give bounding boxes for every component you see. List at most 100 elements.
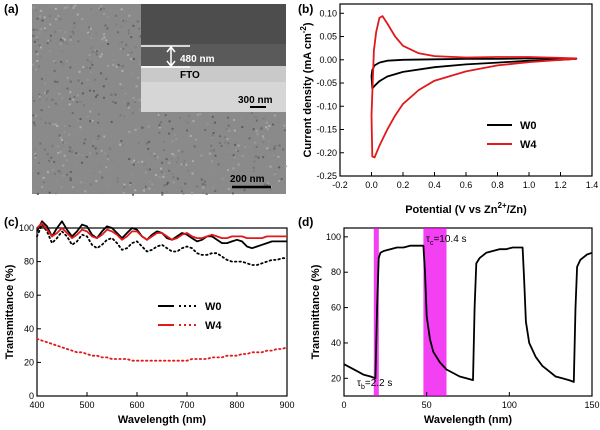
plot-c-xtick-label: 400 bbox=[29, 400, 44, 410]
sem-grain bbox=[38, 93, 41, 96]
sem-grain bbox=[73, 96, 76, 99]
sem-grain bbox=[132, 163, 135, 166]
sem-grain bbox=[119, 137, 122, 140]
sem-grain bbox=[262, 135, 265, 138]
sem-grain bbox=[127, 53, 130, 56]
sem-grain bbox=[277, 155, 280, 158]
sem-grain bbox=[186, 121, 189, 124]
sem-grain bbox=[234, 143, 237, 146]
sem-grain bbox=[100, 53, 103, 56]
sem-grain bbox=[252, 128, 255, 131]
sem-grain bbox=[147, 147, 150, 150]
sem-grain bbox=[127, 102, 130, 105]
plot-b-xtick-label: 0.6 bbox=[460, 180, 473, 190]
sem-grain bbox=[120, 25, 123, 28]
sem-grain bbox=[183, 159, 186, 162]
sem-grain bbox=[69, 91, 72, 94]
sem-grain bbox=[124, 20, 127, 23]
sem-grain bbox=[68, 5, 71, 8]
sem-grain bbox=[93, 103, 96, 106]
sem-grain bbox=[62, 174, 65, 177]
sem-grain bbox=[200, 178, 203, 181]
sem-grain bbox=[99, 55, 102, 58]
plot-d-xtick-label: 150 bbox=[584, 400, 599, 410]
sem-grain bbox=[162, 175, 165, 178]
plot-d-xlabel: Wavelength (nm) bbox=[424, 414, 513, 426]
plot-b-ytick-label: 0.05 bbox=[319, 32, 337, 42]
sem-grain bbox=[46, 171, 49, 174]
sem-grain bbox=[39, 98, 42, 101]
sem-grain bbox=[158, 176, 161, 179]
sem-grain bbox=[117, 63, 120, 66]
sem-grain bbox=[191, 192, 193, 195]
sem-grain bbox=[116, 180, 119, 183]
sem-grain bbox=[112, 59, 115, 62]
sem-texture bbox=[32, 4, 287, 196]
sem-grain bbox=[91, 119, 94, 122]
sem-grain bbox=[62, 61, 65, 63]
sem-grain bbox=[159, 121, 162, 124]
sem-grain bbox=[86, 151, 89, 154]
sem-grain bbox=[58, 92, 61, 95]
sem-grain bbox=[65, 42, 68, 45]
scale-bar-label: 200 nm bbox=[230, 174, 265, 185]
plot-b-xtick-label: -0.2 bbox=[332, 180, 348, 190]
sem-grain bbox=[103, 33, 106, 36]
sem-grain bbox=[62, 37, 65, 39]
sem-grain bbox=[241, 126, 244, 128]
sem-grain bbox=[65, 60, 68, 63]
sem-grain bbox=[89, 183, 92, 186]
sem-grain bbox=[40, 46, 42, 49]
sem-grain bbox=[44, 91, 46, 94]
sem-grain bbox=[62, 141, 65, 144]
sem-grain bbox=[263, 179, 266, 182]
sem-grain bbox=[273, 145, 276, 148]
sem-grain bbox=[132, 96, 135, 99]
sem-grain bbox=[39, 15, 41, 18]
plot-c-ylabel: Transmittance (%) bbox=[4, 264, 16, 359]
sem-grain bbox=[47, 39, 50, 42]
sem-grain bbox=[59, 18, 62, 21]
sem-grain bbox=[232, 192, 234, 195]
sem-grain bbox=[262, 141, 265, 143]
sem-grain bbox=[278, 166, 281, 169]
sem-grain bbox=[125, 43, 128, 46]
sem-grain bbox=[158, 124, 161, 127]
sem-grain bbox=[106, 64, 109, 67]
sem-grain bbox=[35, 28, 38, 31]
sem-grain bbox=[66, 173, 68, 176]
sem-grain bbox=[53, 80, 56, 83]
sem-grain bbox=[177, 149, 180, 152]
sem-grain bbox=[71, 112, 74, 115]
panel-b-label: (b) bbox=[298, 2, 313, 16]
sem-grain bbox=[134, 99, 137, 102]
sem-grain bbox=[32, 114, 35, 117]
sem-grain bbox=[81, 161, 83, 164]
sem-grain bbox=[92, 145, 95, 148]
sem-grain bbox=[112, 63, 115, 66]
sem-grain bbox=[72, 186, 75, 189]
sem-grain bbox=[105, 77, 108, 80]
sem-grain bbox=[175, 161, 178, 164]
sem-grain bbox=[158, 126, 161, 129]
sem-grain bbox=[107, 155, 110, 158]
sem-grain bbox=[273, 114, 276, 117]
sem-grain bbox=[59, 136, 62, 139]
sem-grain bbox=[134, 46, 137, 49]
sem-grain bbox=[118, 42, 121, 45]
sem-grain bbox=[244, 146, 247, 148]
sem-grain bbox=[46, 42, 49, 45]
sem-grain bbox=[32, 121, 35, 124]
sem-grain bbox=[192, 120, 195, 123]
sem-grain bbox=[64, 31, 67, 34]
sem-grain bbox=[120, 41, 123, 44]
sem-grain bbox=[43, 148, 46, 151]
legend-w0-label: W0 bbox=[520, 120, 537, 132]
sem-grain bbox=[54, 30, 57, 33]
sem-grain bbox=[48, 159, 51, 162]
sem-grain bbox=[59, 38, 62, 41]
sem-grain bbox=[36, 36, 38, 39]
sem-grain bbox=[227, 187, 230, 190]
sem-grain bbox=[55, 86, 58, 89]
sem-grain bbox=[262, 137, 265, 140]
